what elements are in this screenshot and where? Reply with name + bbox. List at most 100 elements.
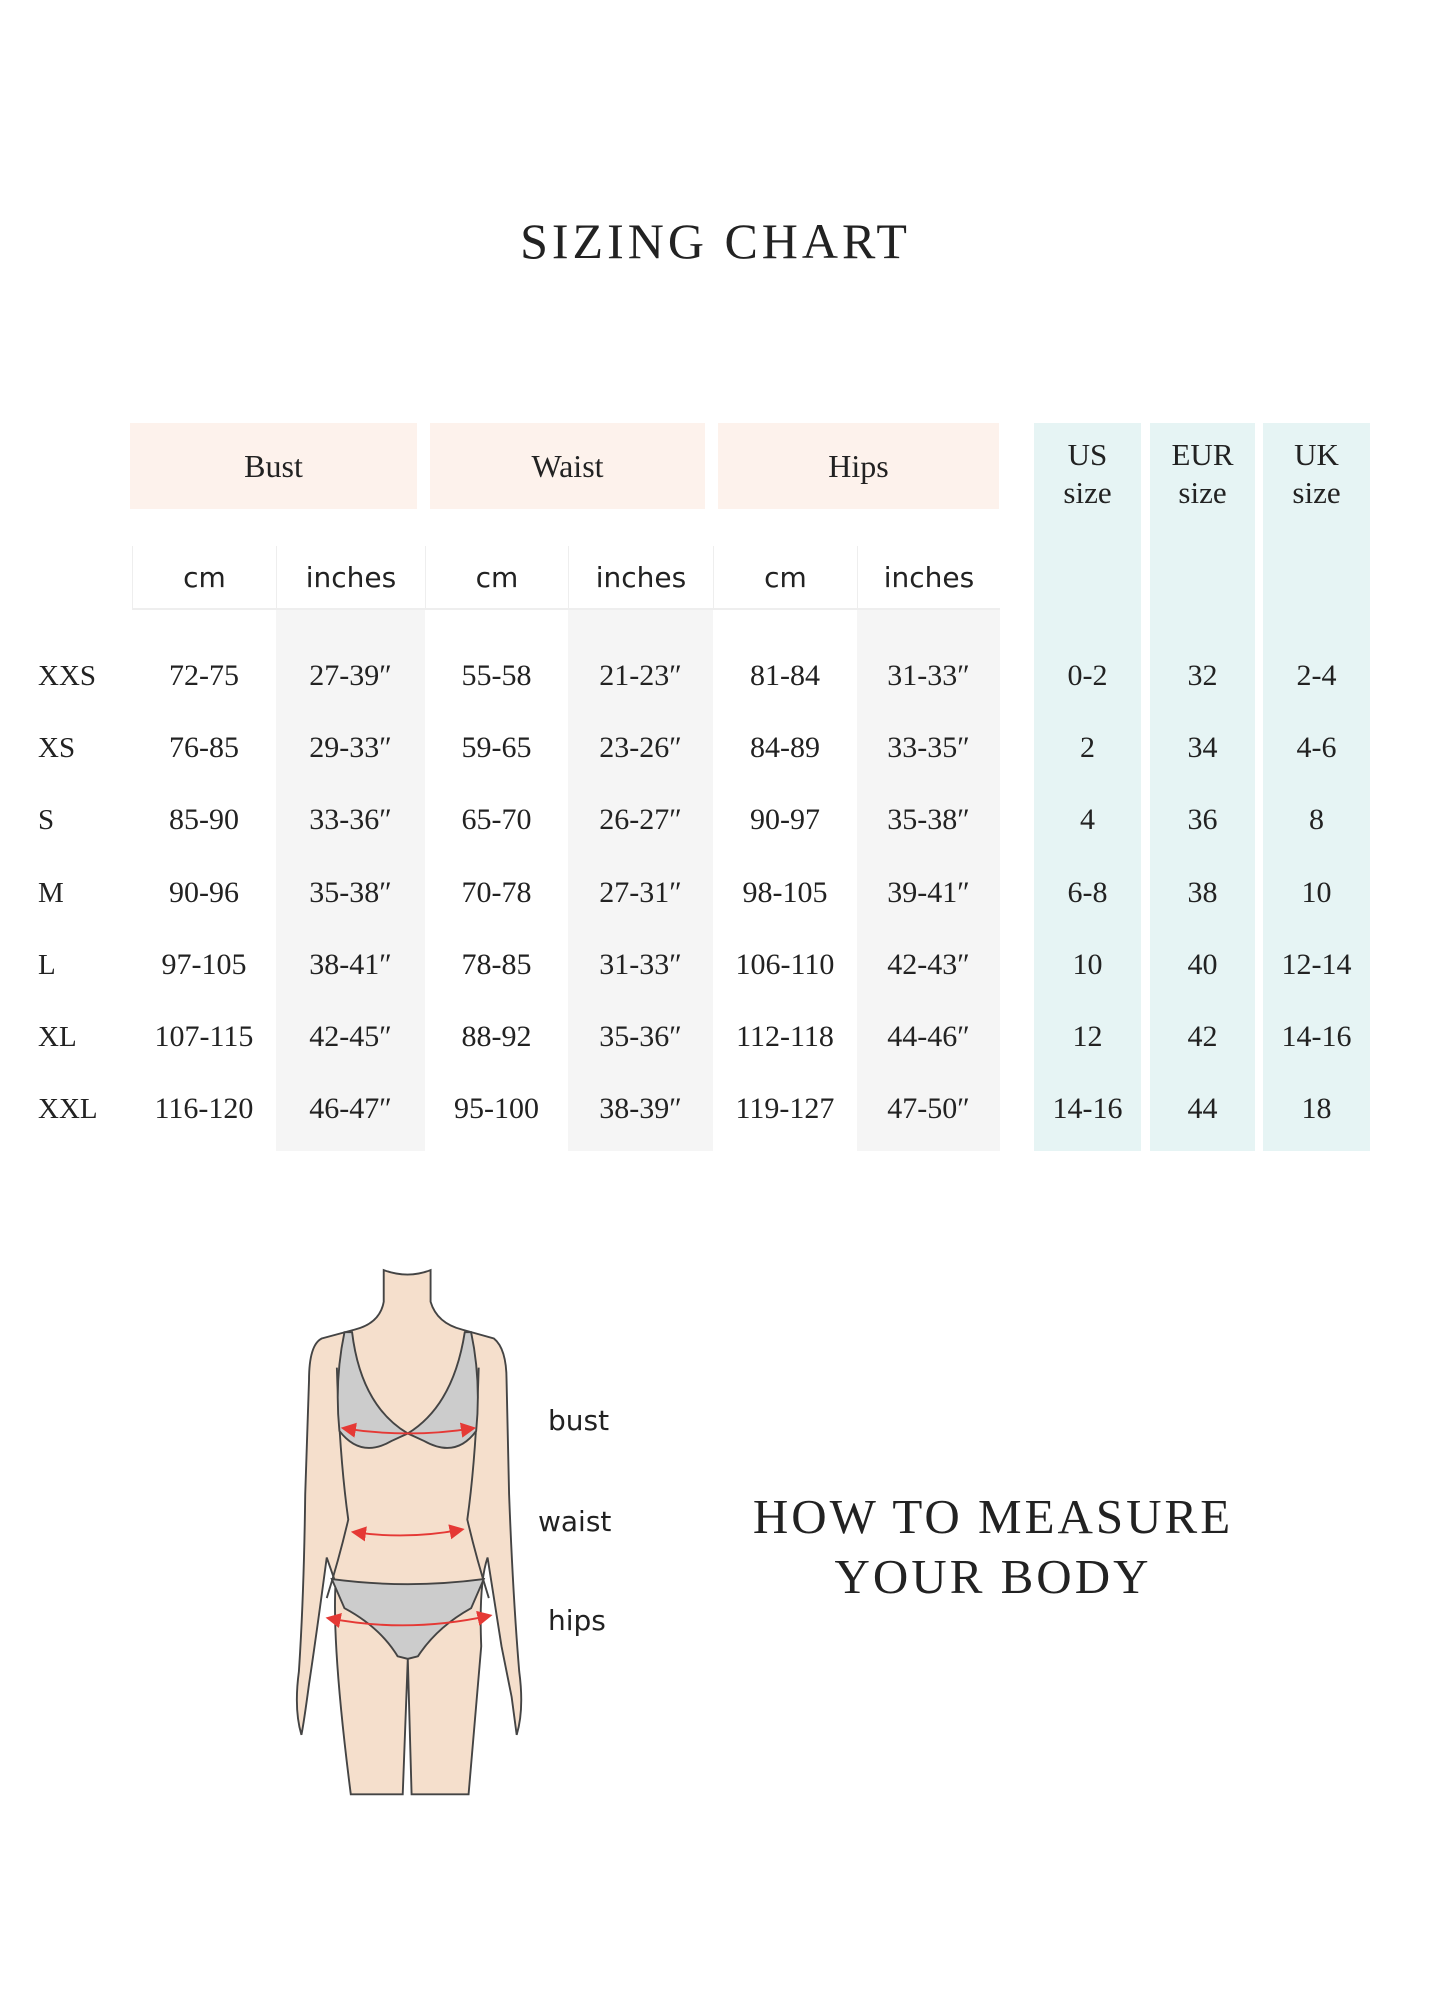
size-system-header-line1: UK [1294, 437, 1339, 472]
waist-arrow [350, 1524, 465, 1542]
measurement-cell: 42-43″ [887, 948, 970, 981]
size-system-header-line1: EUR [1171, 437, 1234, 472]
body-silhouette [295, 1268, 523, 1796]
unit-header-cm: cm [713, 546, 857, 609]
us-size-cell: 6-8 [1067, 876, 1108, 909]
measurement-cell: 90-97 [750, 803, 820, 836]
eur-size-cell: 36 [1187, 803, 1218, 836]
eur-size-cell: 38 [1187, 876, 1218, 909]
measurement-cell: 44-46″ [887, 1020, 970, 1053]
measurement-cell: 76-85 [169, 731, 239, 764]
eur-size-cell: 40 [1187, 948, 1218, 981]
header-divider [132, 608, 1000, 610]
measurement-cell: 42-45″ [309, 1020, 392, 1053]
page-title: SIZING CHART [520, 213, 911, 269]
size-system-header: US size [1034, 436, 1141, 512]
eur-size-cell: 32 [1187, 659, 1218, 692]
heading-line-2: YOUR BODY [834, 1549, 1152, 1604]
measurement-cell: 97-105 [161, 948, 247, 981]
uk-size-cell: 4-6 [1296, 731, 1337, 764]
us-size-cell: 14-16 [1052, 1092, 1123, 1125]
size-system-header-line2: size [1063, 475, 1112, 510]
measurement-cell: 26-27″ [599, 803, 682, 836]
eur-size-cell: 42 [1187, 1020, 1218, 1053]
group-header-bust: Bust [130, 423, 417, 509]
size-column-background [1034, 423, 1141, 1151]
measurement-cell: 39-41″ [887, 876, 970, 909]
measurement-cell: 29-33″ [309, 731, 392, 764]
uk-size-cell: 14-16 [1281, 1020, 1352, 1053]
inches-column-shading [568, 609, 713, 1151]
measurement-cell: 55-58 [461, 659, 532, 692]
unit-header-cm: cm [132, 546, 276, 609]
measurement-cell: 59-65 [461, 731, 532, 764]
group-header-waist: Waist [430, 423, 705, 509]
measurement-cell: 27-31″ [599, 876, 682, 909]
eur-size-cell: 44 [1187, 1092, 1218, 1125]
group-header-hips: Hips [718, 423, 999, 509]
measurement-cell: 95-100 [454, 1092, 539, 1125]
inches-column-shading [857, 609, 1000, 1151]
measurement-cell: 47-50″ [887, 1092, 970, 1125]
unit-header-cm: cm [425, 546, 568, 609]
size-label: S [38, 804, 55, 836]
measurement-cell: 107-115 [154, 1020, 254, 1053]
measurement-cell: 35-38″ [887, 803, 970, 836]
size-system-header-line2: size [1292, 475, 1341, 510]
measurement-cell: 84-89 [750, 731, 820, 764]
uk-size-cell: 8 [1309, 803, 1324, 836]
measurement-cell: 70-78 [461, 876, 532, 909]
us-size-cell: 2 [1080, 731, 1095, 764]
hips-arrow [325, 1610, 493, 1628]
uk-size-cell: 18 [1301, 1092, 1332, 1125]
measurement-cell: 85-90 [169, 803, 239, 836]
unit-header-inches: inches [568, 546, 713, 609]
uk-size-cell: 10 [1301, 876, 1332, 909]
size-label: XXL [38, 1093, 98, 1125]
us-size-cell: 12 [1072, 1020, 1103, 1053]
size-system-header-line1: US [1067, 437, 1108, 472]
heading-line-1: HOW TO MEASURE [752, 1489, 1234, 1544]
us-size-cell: 10 [1072, 948, 1103, 981]
uk-size-cell: 2-4 [1296, 659, 1337, 692]
measurement-cell: 72-75 [169, 659, 239, 692]
measurement-cell: 78-85 [461, 948, 532, 981]
measurement-cell: 106-110 [735, 948, 835, 981]
measurement-cell: 65-70 [461, 803, 532, 836]
unit-header-inches: inches [857, 546, 1000, 609]
bust-arrow [340, 1422, 477, 1438]
unit-header-inches: inches [276, 546, 425, 609]
measurement-cell: 119-127 [735, 1092, 835, 1125]
measurement-cell: 46-47″ [309, 1092, 392, 1125]
measurement-cell: 33-36″ [309, 803, 392, 836]
size-label: L [38, 949, 56, 981]
measurement-cell: 33-35″ [887, 731, 970, 764]
uk-size-cell: 12-14 [1281, 948, 1352, 981]
size-column-background [1263, 423, 1370, 1151]
us-size-cell: 0-2 [1067, 659, 1108, 692]
size-system-header: EUR size [1150, 436, 1255, 512]
size-system-header-line2: size [1178, 475, 1227, 510]
hips-label: hips [548, 1604, 606, 1637]
measurement-cell: 31-33″ [599, 948, 682, 981]
measurement-cell: 81-84 [750, 659, 820, 692]
size-system-header: UK size [1263, 436, 1370, 512]
size-label: XL [38, 1021, 77, 1053]
us-size-cell: 4 [1080, 803, 1095, 836]
waist-label: waist [538, 1505, 612, 1538]
measurement-cell: 38-41″ [309, 948, 392, 981]
measurement-cell: 35-36″ [599, 1020, 682, 1053]
measurement-cell: 35-38″ [309, 876, 392, 909]
size-column-background [1150, 423, 1255, 1151]
measurement-cell: 116-120 [154, 1092, 254, 1125]
measurement-cell: 38-39″ [599, 1092, 682, 1125]
measurement-cell: 21-23″ [599, 659, 682, 692]
measurement-cell: 23-26″ [599, 731, 682, 764]
bust-label: bust [548, 1404, 610, 1437]
measurement-cell: 112-118 [736, 1020, 834, 1053]
size-label: M [38, 877, 64, 909]
how-to-measure-heading: HOW TO MEASURE YOUR BODY [700, 1487, 1286, 1607]
inches-column-shading [276, 609, 425, 1151]
measurement-cell: 27-39″ [309, 659, 392, 692]
